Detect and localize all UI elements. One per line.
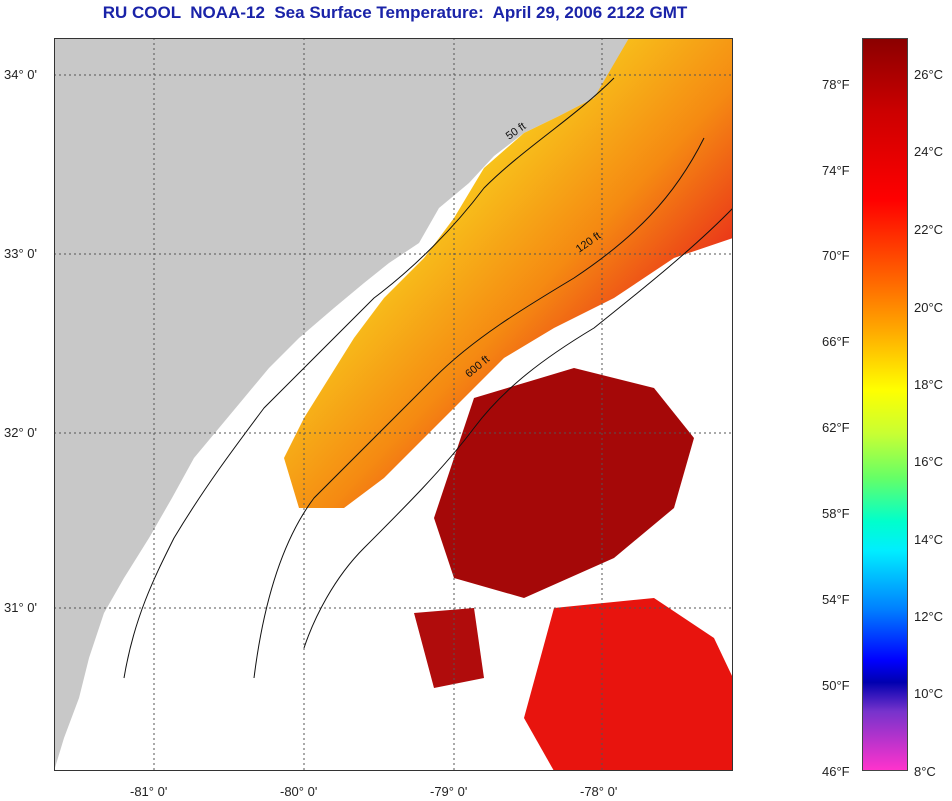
land-area bbox=[54, 38, 629, 771]
lat-label-34: 34° 0' bbox=[4, 67, 37, 82]
cb-c-10: 10°C bbox=[914, 686, 944, 701]
lon-label-81: -81° 0' bbox=[130, 784, 168, 799]
sst-warm-band bbox=[284, 38, 733, 508]
sst-colorbar bbox=[862, 38, 908, 771]
cb-c-24: 24°C bbox=[914, 144, 944, 159]
cb-c-16: 16°C bbox=[914, 454, 944, 469]
lat-label-32: 32° 0' bbox=[4, 425, 37, 440]
cb-f-62: 62°F bbox=[822, 420, 850, 435]
cb-f-66: 66°F bbox=[822, 334, 850, 349]
lon-label-80: -80° 0' bbox=[280, 784, 318, 799]
sst-red-patch bbox=[524, 598, 733, 771]
cb-f-78: 78°F bbox=[822, 77, 850, 92]
cb-f-74: 74°F bbox=[822, 163, 850, 178]
lat-label-33: 33° 0' bbox=[4, 246, 37, 261]
sst-map: 50 ft 120 ft 600 ft bbox=[54, 38, 733, 771]
cb-f-50: 50°F bbox=[822, 678, 850, 693]
isobath-600ft bbox=[303, 207, 733, 649]
cb-c-20: 20°C bbox=[914, 300, 944, 315]
cb-f-46: 46°F bbox=[822, 764, 850, 779]
cb-c-22: 22°C bbox=[914, 222, 944, 237]
map-title: RU COOL NOAA-12 Sea Surface Temperature:… bbox=[102, 3, 688, 22]
cb-f-58: 58°F bbox=[822, 506, 850, 521]
isobath-50ft bbox=[123, 77, 615, 679]
cb-f-70: 70°F bbox=[822, 248, 850, 263]
lon-label-78: -78° 0' bbox=[580, 784, 618, 799]
cb-c-8: 8°C bbox=[914, 764, 936, 779]
cb-f-54: 54°F bbox=[822, 592, 850, 607]
lon-label-79: -79° 0' bbox=[430, 784, 468, 799]
sst-red-patch-2 bbox=[414, 608, 484, 688]
isobath-120ft bbox=[253, 137, 705, 679]
lat-label-31: 31° 0' bbox=[4, 600, 37, 615]
cb-c-26: 26°C bbox=[914, 67, 944, 82]
sst-hot-core bbox=[434, 368, 694, 598]
cb-c-14: 14°C bbox=[914, 532, 944, 547]
cb-c-18: 18°C bbox=[914, 377, 944, 392]
cb-c-12: 12°C bbox=[914, 609, 944, 624]
map-grid bbox=[54, 38, 733, 771]
